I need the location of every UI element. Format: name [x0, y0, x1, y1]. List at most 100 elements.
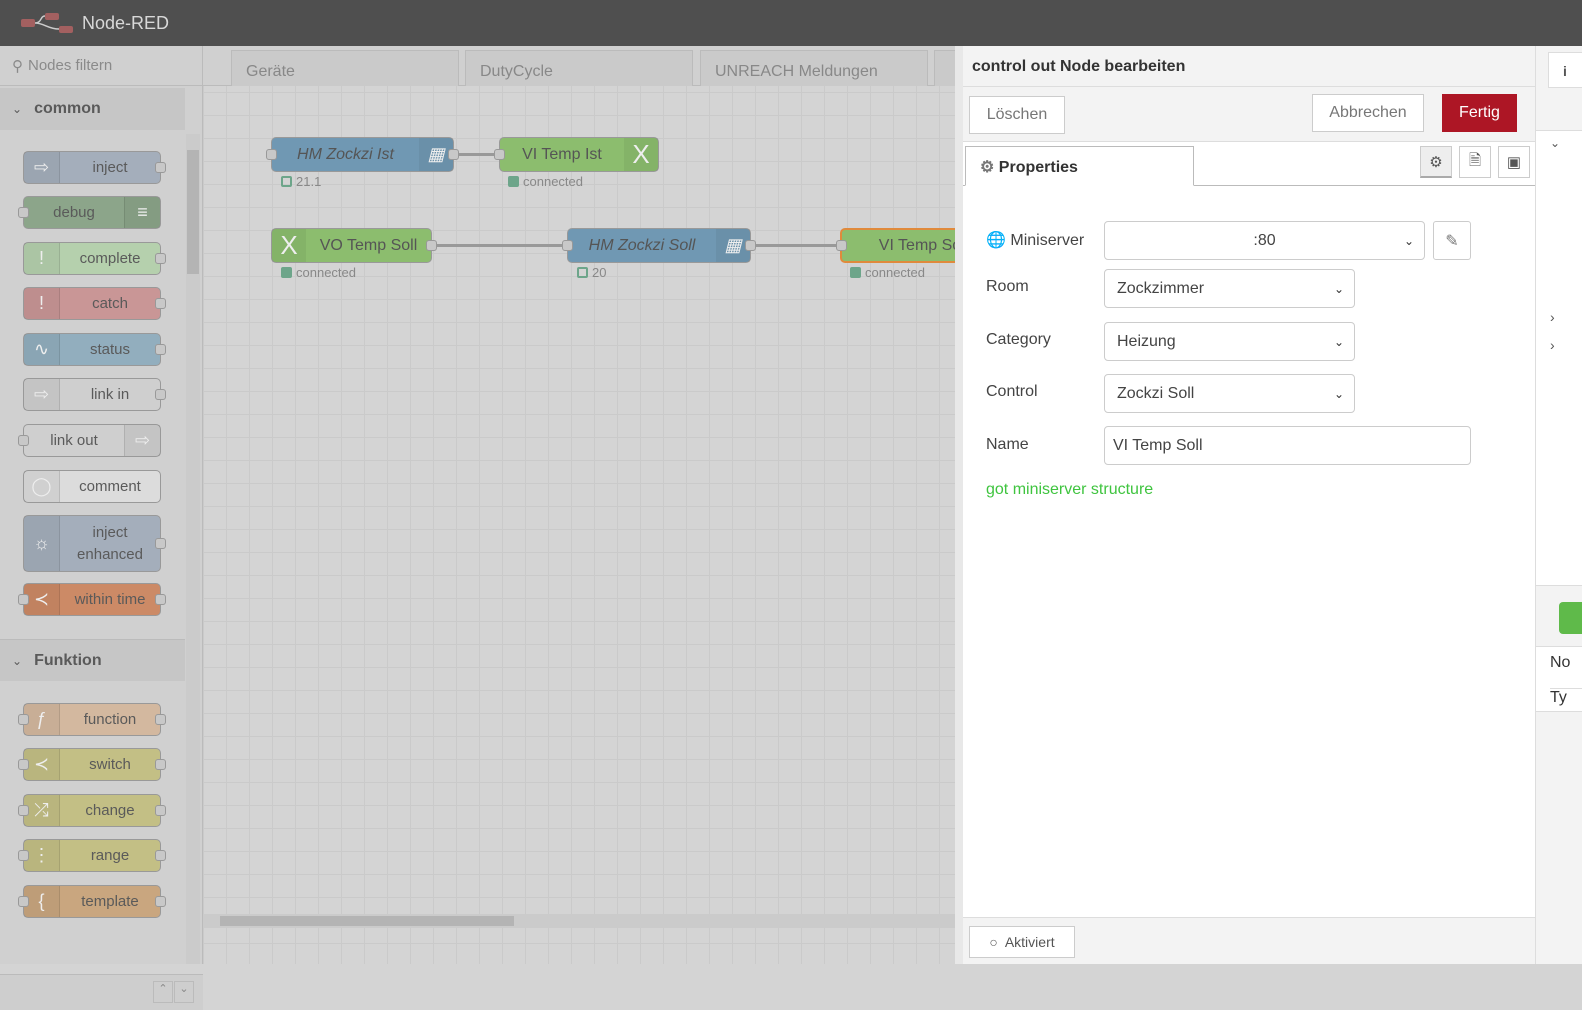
palette-node-label: comment [79, 477, 141, 495]
output-port [155, 297, 166, 309]
edit-miniserver-button[interactable]: ✎ [1433, 221, 1471, 260]
output-port [155, 895, 166, 907]
control-select[interactable]: Zockzi Soll ⌄ [1104, 374, 1355, 413]
chevron-down-icon: ⌄ [12, 653, 23, 668]
globe-icon: 🌐 [986, 232, 1006, 249]
palette-node-complete[interactable]: ! complete [23, 242, 166, 275]
output-port [155, 849, 166, 861]
input-port [18, 849, 29, 861]
flow-node-vi-temp-soll-selected[interactable]: VI Temp So [836, 228, 955, 263]
palette-node-comment[interactable]: ◯ comment [23, 470, 161, 503]
name-label: Name [986, 436, 1029, 453]
input-port [18, 713, 29, 725]
done-button[interactable]: Fertig [1442, 94, 1517, 132]
flow-node-hm-zockzi-ist[interactable]: HM Zockzi Ist ▦ [266, 137, 459, 172]
palette-node-function[interactable]: ƒ function [18, 703, 166, 736]
palette-node-status[interactable]: ∿ status [23, 333, 166, 366]
palette-node-within-time[interactable]: ≺ within time [18, 583, 166, 616]
tab-unreach-meldungen[interactable]: UNREACH Meldungen [700, 50, 928, 86]
palette-node-catch[interactable]: ! catch [23, 287, 166, 320]
sidebar-button[interactable] [1559, 602, 1582, 634]
document-icon: 🗎 [1468, 151, 1482, 169]
palette-scrollbar[interactable] [186, 134, 200, 964]
flow-node-vi-temp-ist[interactable]: VI Temp Ist X [494, 137, 659, 172]
workspace[interactable]: Geräte DutyCycle UNREACH Meldungen HM Zo… [203, 46, 955, 964]
expand-all-button[interactable]: ⌄ [174, 981, 194, 1003]
workspace-horizontal-scrollbar[interactable] [203, 914, 955, 928]
circle-icon: ○ [989, 934, 998, 950]
palette-node-range[interactable]: ⋮ range [18, 839, 166, 872]
sidebar-row: No [1550, 654, 1571, 671]
palette-node-label: template [81, 892, 139, 910]
description-tab-button[interactable]: 🗎 [1459, 146, 1491, 178]
palette-node-label: complete [79, 249, 141, 267]
palette-node-label: status [89, 340, 131, 358]
room-select[interactable]: Zockzimmer ⌄ [1104, 269, 1355, 308]
chevron-down-icon[interactable]: ⌄ [1550, 136, 1561, 150]
output-port [155, 252, 166, 264]
palette-node-label: link out [50, 431, 98, 449]
palette-node-change[interactable]: ⤮ change [18, 794, 166, 827]
palette-node-label: inject enhanced [77, 523, 143, 563]
output-port [155, 593, 166, 605]
delete-button[interactable]: Löschen [969, 96, 1065, 134]
properties-tab-button[interactable]: ⚙ [1420, 146, 1452, 178]
name-input[interactable]: VI Temp Soll [1104, 426, 1471, 465]
tab-dutycycle[interactable]: DutyCycle [465, 50, 693, 86]
loxone-x-icon: X [272, 229, 306, 262]
palette-node-switch[interactable]: ≺ switch [18, 748, 166, 781]
gear-icon: ⚙ [1429, 153, 1443, 171]
shuffle-icon: ⤮ [24, 795, 60, 826]
enabled-toggle[interactable]: ○ Aktiviert [969, 926, 1075, 958]
category-select[interactable]: Heizung ⌄ [1104, 322, 1355, 361]
output-port [155, 804, 166, 816]
palette-node-label: link in [90, 385, 130, 403]
room-label: Room [986, 278, 1029, 295]
info-tab[interactable]: i [1548, 52, 1582, 88]
chevron-right-icon[interactable]: › [1550, 309, 1555, 325]
output-port [155, 713, 166, 725]
palette-node-label: function [83, 710, 137, 728]
palette-node-template[interactable]: {template [18, 885, 166, 918]
palette-node-label: change [85, 801, 135, 819]
miniserver-label: 🌐 Miniserver [986, 232, 1085, 249]
flow-node-hm-zockzi-soll[interactable]: HM Zockzi Soll ▦ [562, 228, 756, 263]
wire [453, 153, 501, 156]
tab-more[interactable] [934, 50, 955, 86]
node-red-logo-icon [21, 13, 73, 33]
palette-node-label: inject [92, 158, 128, 176]
chevron-right-icon[interactable]: › [1550, 337, 1555, 353]
speech-bubble-icon: ◯ [24, 471, 60, 502]
flow-node-vo-temp-soll[interactable]: X VO Temp Soll [271, 228, 437, 263]
palette-category-common[interactable]: ⌄ common [0, 88, 185, 130]
pulse-icon: ∿ [24, 334, 60, 365]
palette-node-inject-enhanced[interactable]: ☼ inject enhanced [23, 515, 166, 572]
palette-filter[interactable]: ⚲ Nodes filtern [0, 46, 202, 86]
output-port [155, 343, 166, 355]
miniserver-select[interactable]: :80 ⌄ [1104, 221, 1425, 260]
split-icon: ≺ [24, 584, 60, 615]
collapse-all-button[interactable]: ⌃ [153, 981, 173, 1003]
palette-node-link-out[interactable]: ⇨ link out [18, 424, 161, 457]
palette-node-debug[interactable]: ≡ debug [18, 196, 161, 229]
palette-category-funktion[interactable]: ⌄ Funktion [0, 639, 185, 681]
node-status: 21.1 [281, 174, 321, 189]
app-title: Node-RED [82, 12, 170, 33]
palette-node-link-in[interactable]: ⇨ link in [23, 378, 166, 411]
sidebar-row: Ty [1550, 688, 1582, 707]
cancel-button[interactable]: Abbrechen [1312, 94, 1424, 132]
chevron-down-icon: ⌄ [1333, 334, 1344, 349]
output-port [155, 161, 166, 173]
tab-properties[interactable]: ⚙ Properties [965, 146, 1194, 186]
output-port [155, 537, 166, 549]
control-label: Control [986, 383, 1038, 400]
tab-geraete[interactable]: Geräte [231, 50, 459, 86]
input-port [18, 206, 29, 218]
building-icon: ▦ [716, 229, 750, 262]
tray-title: control out Node bearbeiten [963, 46, 1535, 87]
chevron-down-icon: ⌄ [1333, 281, 1344, 296]
right-sidebar: i ⌄ › › No Ty [1535, 46, 1582, 964]
loxone-x-icon: X [624, 138, 658, 171]
palette-node-inject[interactable]: ⇨ inject [23, 151, 166, 184]
appearance-tab-button[interactable]: ▣ [1498, 146, 1530, 178]
